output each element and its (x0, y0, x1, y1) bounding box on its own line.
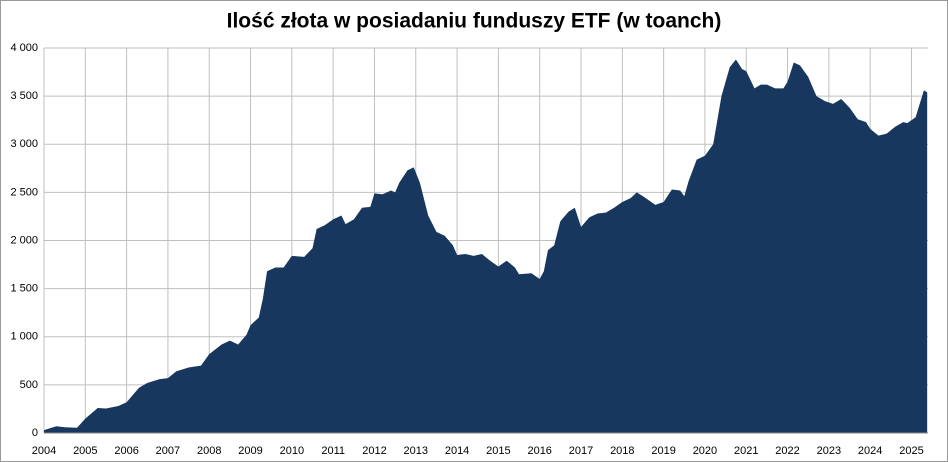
x-tick-label: 2024 (858, 445, 882, 457)
x-tick-label: 2014 (445, 445, 469, 457)
x-tick-label: 2025 (899, 445, 923, 457)
y-tick-label: 3 000 (10, 138, 38, 150)
x-tick-label: 2023 (817, 445, 841, 457)
x-tick-label: 2012 (362, 445, 386, 457)
x-tick-label: 2008 (197, 445, 221, 457)
x-tick-label: 2010 (280, 445, 304, 457)
x-tick-label: 2019 (651, 445, 675, 457)
x-tick-label: 2011 (321, 445, 345, 457)
x-tick-label: 2004 (32, 445, 56, 457)
x-tick-label: 2009 (238, 445, 262, 457)
x-tick-label: 2013 (404, 445, 428, 457)
x-tick-label: 2007 (156, 445, 180, 457)
chart-title: Ilość złota w posiadaniu funduszy ETF (w… (227, 10, 722, 33)
x-tick-label: 2006 (114, 445, 138, 457)
y-tick-label: 0 (32, 427, 38, 439)
x-tick-label: 2021 (734, 445, 758, 457)
x-tick-label: 2015 (486, 445, 510, 457)
area (44, 59, 928, 434)
y-tick-label: 1 000 (10, 331, 38, 343)
x-tick-label: 2005 (73, 445, 97, 457)
y-tick-label: 2 500 (10, 186, 38, 198)
y-tick-label: 500 (20, 379, 38, 391)
y-tick-label: 2 000 (10, 234, 38, 246)
x-tick-label: 2016 (527, 445, 551, 457)
y-tick-label: 3 500 (10, 90, 38, 102)
y-tick-label: 4 000 (10, 42, 38, 54)
x-tick-label: 2017 (569, 445, 593, 457)
y-tick-label: 1 500 (10, 283, 38, 295)
x-tick-label: 2020 (693, 445, 717, 457)
x-tick-label: 2022 (775, 445, 799, 457)
x-tick-label: 2018 (610, 445, 634, 457)
